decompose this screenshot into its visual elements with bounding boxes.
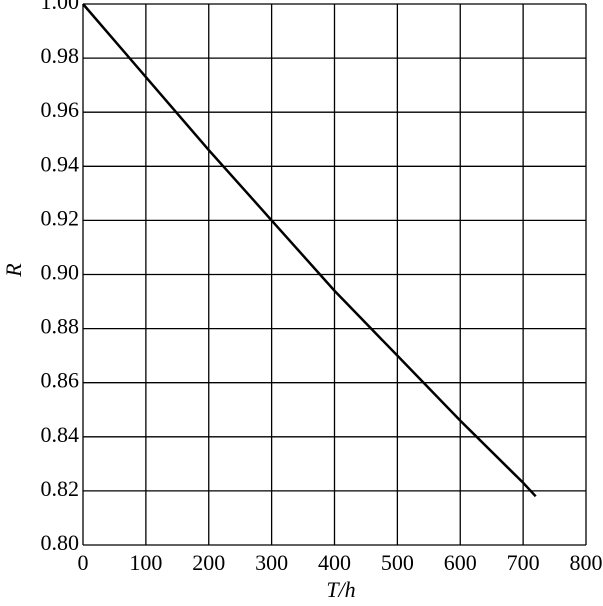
y-tick-label: 0.98 [41,43,80,68]
x-tick-label: 100 [129,550,162,575]
y-tick-label: 0.88 [41,314,80,339]
x-tick-label: 500 [381,550,414,575]
data-line [82,3,537,498]
y-axis-label: R [1,263,26,278]
y-tick-label: 0.86 [41,368,80,393]
x-tick-label: 0 [78,550,89,575]
y-tick-label: 0.94 [41,151,80,176]
y-tick-label: 1.00 [41,0,80,14]
x-tick-label: 400 [318,550,351,575]
x-tick-label: 200 [192,550,225,575]
y-tick-label: 0.80 [41,530,80,555]
x-tick-label: 600 [444,550,477,575]
x-tick-label: 300 [255,550,288,575]
y-tick-label: 0.90 [41,260,80,285]
y-tick-label: 0.96 [41,97,80,122]
y-tick-label: 0.82 [41,476,80,501]
y-tick-label: 0.92 [41,205,80,230]
x-axis-label: T/h [326,577,355,602]
x-tick-label: 700 [507,550,540,575]
y-tick-label: 0.84 [41,422,80,447]
x-tick-label: 800 [570,550,603,575]
